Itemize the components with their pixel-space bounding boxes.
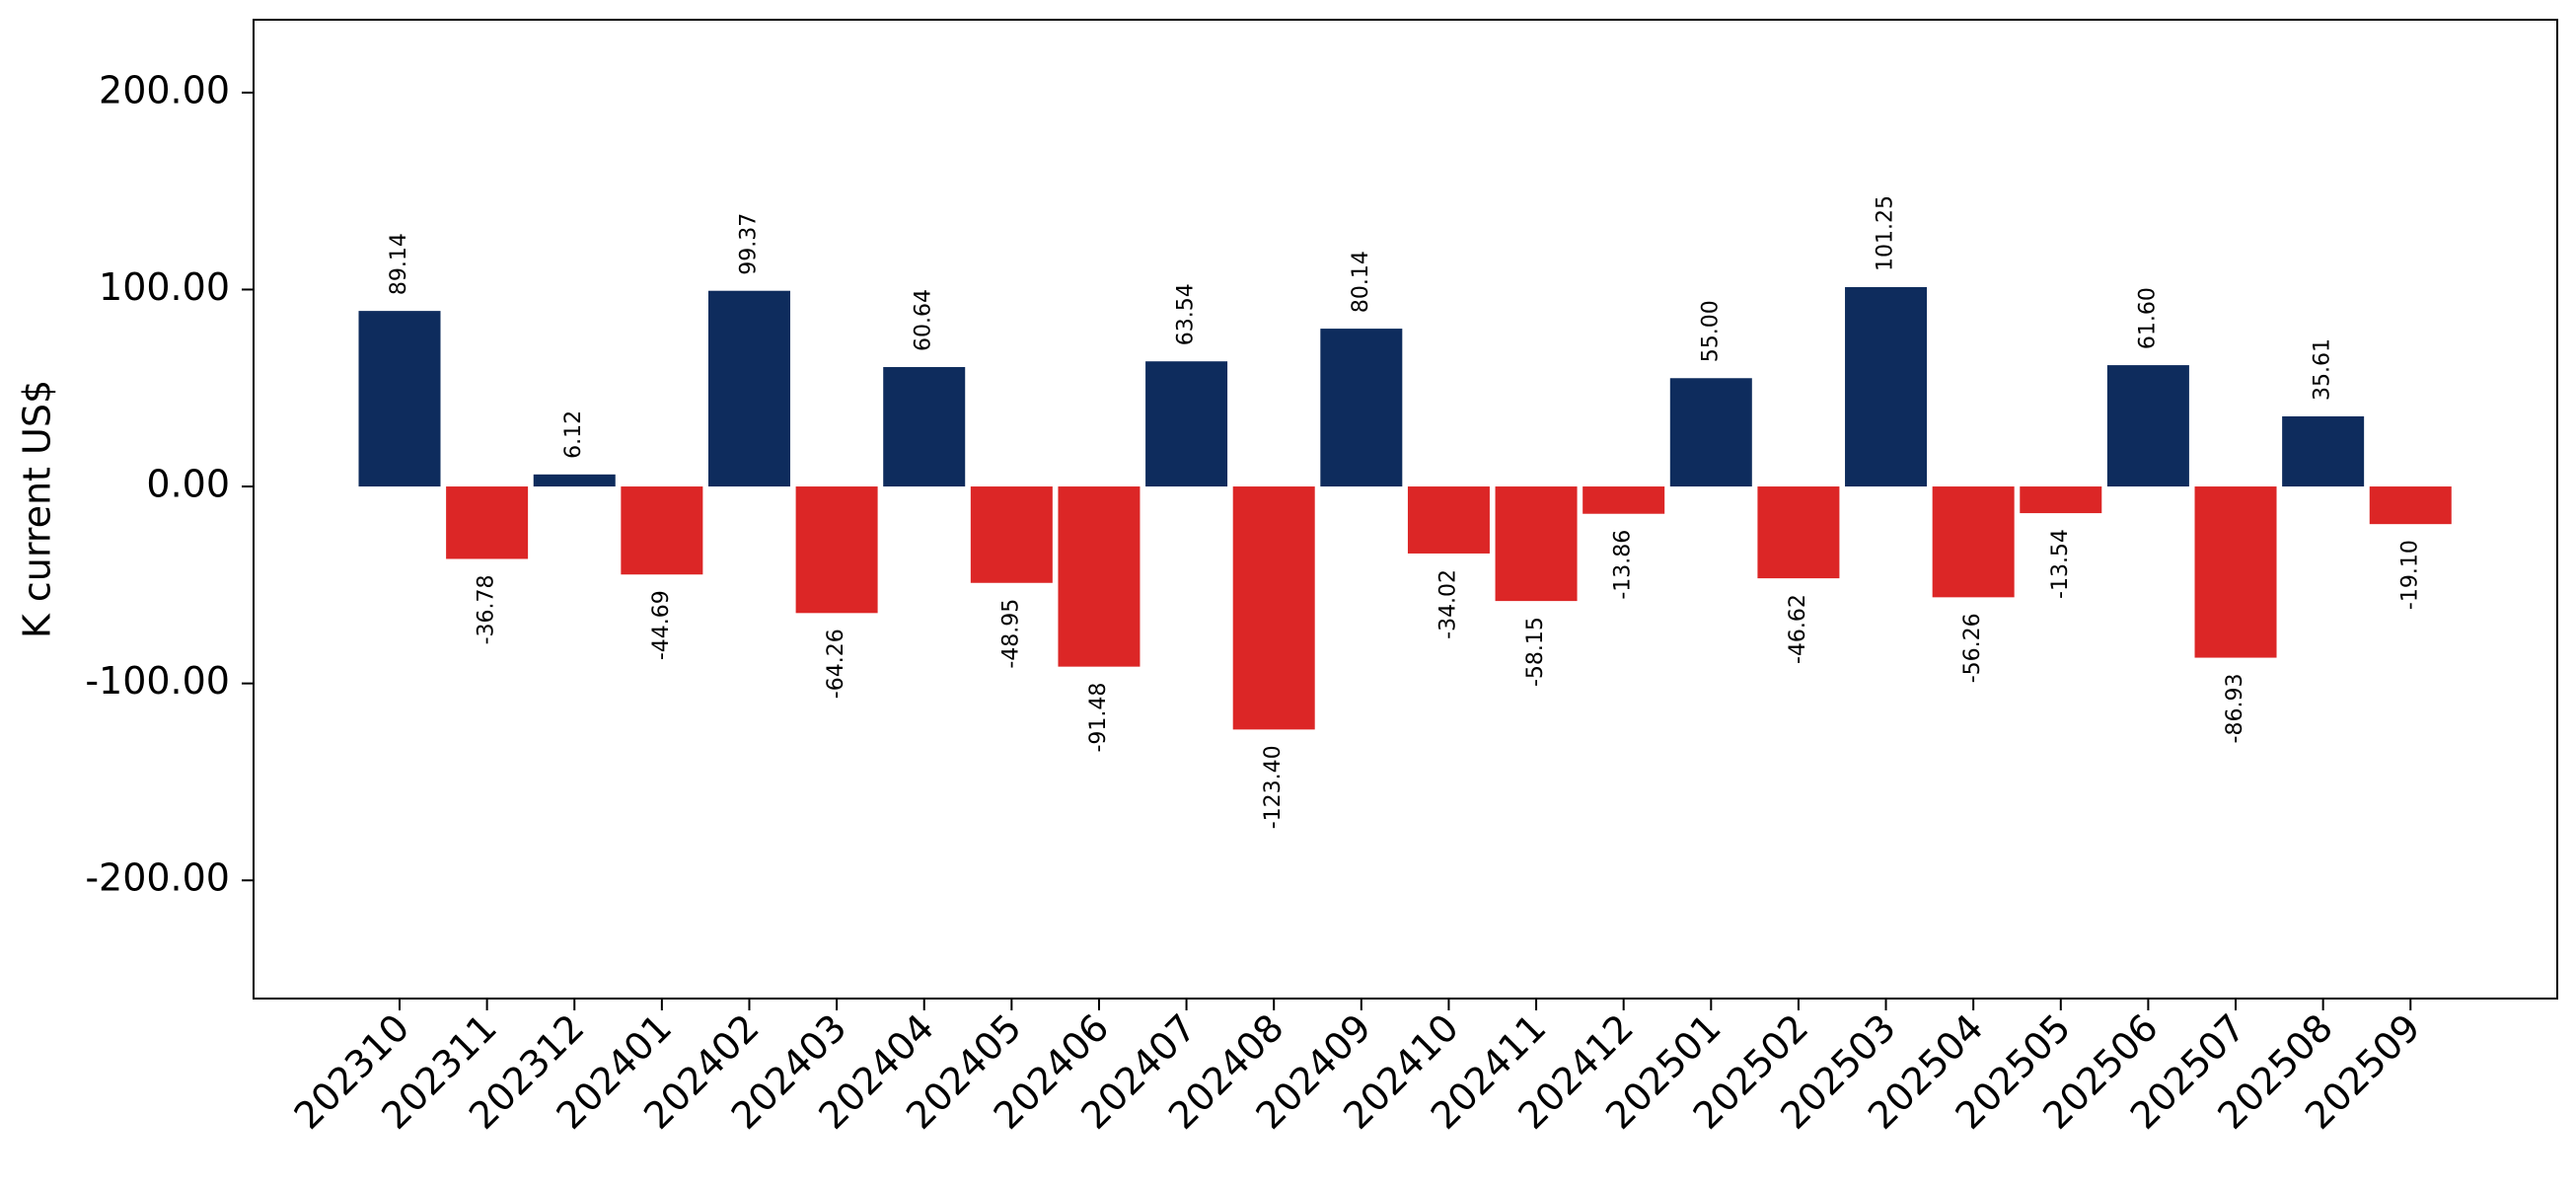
- bar-202403: [795, 486, 878, 614]
- bar-202503: [1845, 286, 1928, 487]
- data-label-202507: -86.93: [2223, 674, 2247, 744]
- data-label-202310: 89.14: [387, 233, 411, 295]
- bar-202505: [2020, 486, 2102, 514]
- data-label-202402: 99.37: [736, 213, 761, 275]
- y-tick-label-4: 200.00: [99, 68, 230, 111]
- data-label-202409: 80.14: [1349, 251, 1373, 313]
- data-label-202412: -13.86: [1611, 530, 1636, 600]
- data-label-202502: -46.62: [1786, 594, 1810, 664]
- bar-202504: [1932, 486, 2015, 598]
- bar-202404: [883, 367, 966, 487]
- data-label-202403: -64.26: [824, 629, 848, 699]
- bar-202401: [621, 486, 703, 575]
- bar-202402: [707, 290, 790, 487]
- y-tick-label-3: 100.00: [99, 265, 230, 309]
- bars-layer: [358, 286, 2452, 730]
- data-labels-layer: 89.14 -36.78 6.12 -44.69 99.37 -64.26 60.64 -48…: [387, 195, 2422, 829]
- data-label-202501: 55.00: [1698, 300, 1723, 362]
- data-label-202509: -19.10: [2397, 540, 2422, 610]
- axes-frame: [253, 19, 2558, 1000]
- bar-202506: [2106, 365, 2189, 487]
- data-label-202404: 60.64: [912, 289, 936, 351]
- bar-202508: [2282, 415, 2365, 487]
- bar-202411: [1495, 486, 1578, 602]
- data-label-202508: 35.61: [2311, 338, 2335, 401]
- bar-202502: [1757, 486, 1840, 579]
- data-label-202407: 63.54: [1174, 283, 1199, 345]
- data-label-202505: -13.54: [2048, 529, 2073, 599]
- x-axis: 2023102023112023122024012024022024032024…: [286, 999, 2429, 1138]
- data-label-202503: 101.25: [1874, 195, 1898, 271]
- bar-202406: [1058, 486, 1141, 667]
- data-label-202408: -123.40: [1261, 745, 1286, 829]
- bar-202410: [1407, 486, 1490, 554]
- bar-202311: [446, 486, 529, 559]
- y-axis-label: K current US$: [16, 380, 59, 638]
- bar-202405: [970, 486, 1053, 583]
- bar-202312: [533, 474, 616, 487]
- data-label-202504: -56.26: [1960, 613, 1985, 683]
- data-label-202506: 61.60: [2135, 287, 2160, 349]
- data-label-202401: -44.69: [649, 590, 674, 660]
- y-tick-label-0: -200.00: [85, 856, 230, 900]
- bar-202507: [2194, 486, 2277, 658]
- data-label-202312: 6.12: [561, 410, 586, 459]
- y-axis: -200.00 -100.00 0.00 100.00 200.00: [85, 68, 254, 900]
- bar-202501: [1669, 378, 1752, 487]
- bar-202310: [358, 311, 441, 487]
- bar-202408: [1232, 486, 1315, 730]
- y-tick-label-2: 0.00: [146, 463, 230, 506]
- bar-202409: [1320, 329, 1403, 487]
- data-label-202410: -34.02: [1435, 569, 1460, 639]
- data-label-202411: -58.15: [1523, 617, 1548, 687]
- bar-202407: [1145, 361, 1228, 487]
- data-label-202311: -36.78: [475, 574, 499, 644]
- data-label-202406: -91.48: [1086, 683, 1111, 753]
- bar-202412: [1582, 486, 1665, 514]
- y-tick-label-1: -100.00: [85, 659, 230, 703]
- data-label-202405: -48.95: [998, 599, 1023, 669]
- bar-202509: [2369, 486, 2452, 525]
